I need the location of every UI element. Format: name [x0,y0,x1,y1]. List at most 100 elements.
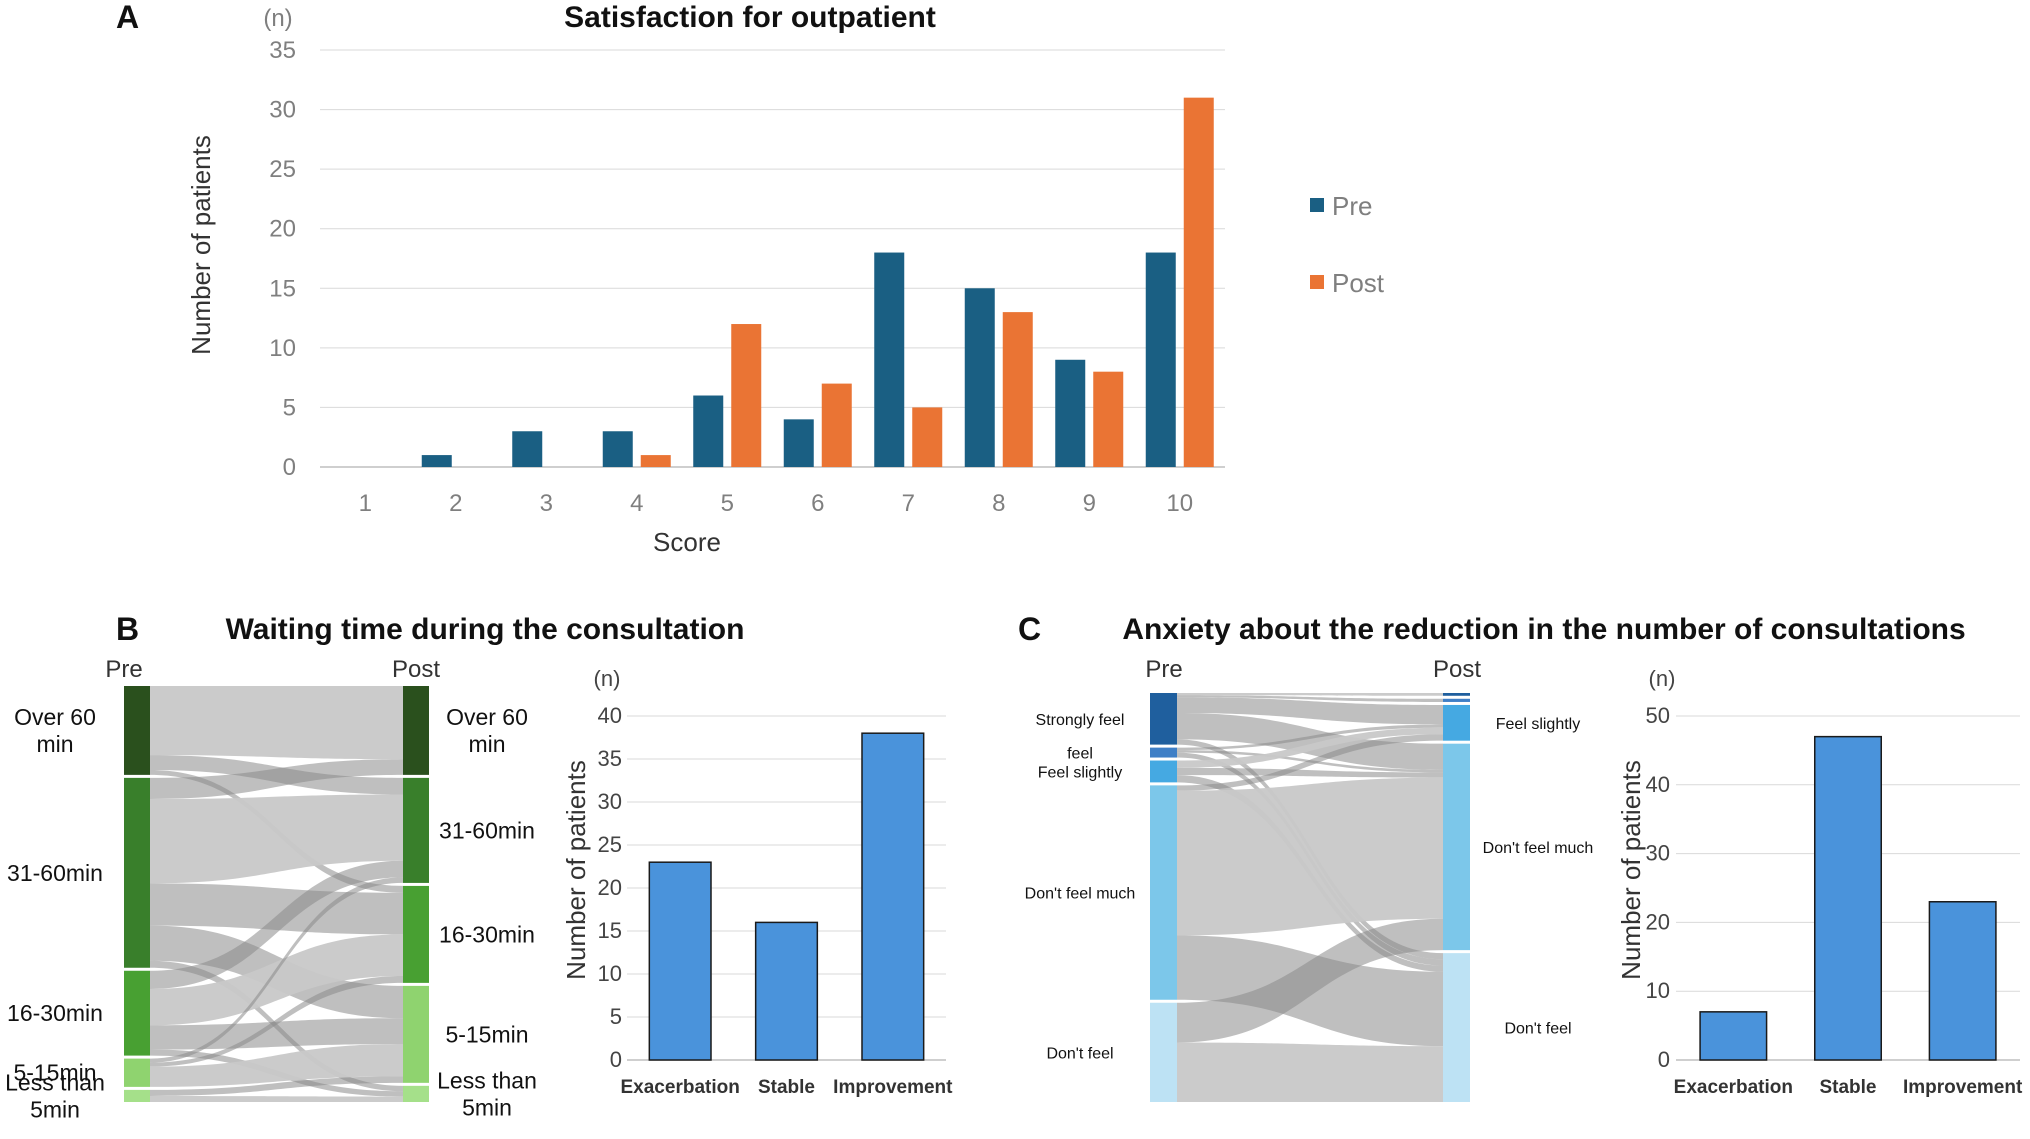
sankey-node-label: min [468,731,505,757]
sankey-node [403,686,429,775]
x-tick-label: 3 [540,490,553,517]
y-tick-label: 5 [283,394,296,421]
chart-a-plot: 0 5 10 15 20 25 30 35 1 2 3 4 5 6 7 8 9 10 [269,37,1225,517]
bar-pre [602,431,633,467]
sankey-node [1443,693,1470,696]
bar-pre [1145,252,1176,467]
sankey-flow [1177,734,1443,791]
bar-post [1093,371,1124,467]
y-tick-label: 30 [269,97,296,124]
y-tick-label: 5 [610,1004,622,1029]
sankey-node [403,885,429,983]
chart-a-ylabel: Number of patients [186,135,216,355]
sankey-node-label: Strongly feel [1036,712,1125,729]
chart-a-unit: (n) [263,5,292,32]
legend-label-pre: Pre [1332,191,1372,221]
sankey-flow [1177,724,1443,751]
sankey-flow [150,686,403,760]
sankey-flow [150,877,403,1063]
sankey-flow [1177,918,1443,1043]
x-tick-label: 2 [449,490,462,517]
x-tick-label: Exacerbation [1674,1077,1793,1098]
bar-pre [874,252,905,467]
sankey-flow [1177,695,1443,702]
sankey-node-label: 16-30min [439,921,535,947]
panel-letter-b: B [116,611,139,647]
sankey-node-label: 31-60min [439,817,535,843]
y-tick-label: 0 [1658,1047,1670,1072]
bar [1699,1011,1768,1061]
bar [861,732,925,1061]
chart-b-ylabel: Number of patients [561,760,591,980]
sankey-flow [150,759,403,799]
sankey-b-post-header: Post [392,656,440,683]
sankey-node [1150,785,1177,1000]
sankey-node-label: Don't feel much [1025,886,1136,903]
sankey-node [403,1085,429,1102]
bar-post [1183,97,1214,468]
sankey-flow [150,1095,403,1102]
sankey-flow [150,883,403,935]
chart-c-ylabel: Number of patients [1616,760,1646,980]
y-tick-label: 30 [1646,841,1670,866]
sankey-node-label: Less than [437,1067,537,1093]
sankey-node-label: Don't feel much [1483,840,1594,857]
chart-b-title: Waiting time during the consultation [226,613,745,646]
chart-b-bar-plot: 0 5 10 15 20 25 30 35 40 Exacerbation Stable Improv… [598,703,954,1098]
sankey-b-pre-header: Pre [105,656,142,683]
sankey-node-label: Feel slightly [1038,764,1122,781]
y-tick-label: 35 [598,746,622,771]
sankey-node [1150,760,1177,783]
x-tick-label: Improvement [1903,1077,2023,1098]
y-tick-label: 25 [269,156,296,183]
sankey-node [1443,698,1470,702]
y-tick-label: 25 [598,832,622,857]
sankey-node-label: Feel slightly [1496,716,1580,733]
sankey-node [1150,747,1177,758]
chart-a-xlabel: Score [653,527,721,557]
y-tick-label: 20 [269,216,296,243]
y-tick-label: 0 [283,454,296,481]
bar-pre [1055,359,1086,467]
panel-letter-c: C [1018,611,1041,647]
y-tick-label: 40 [598,703,622,728]
sankey-node [124,686,150,775]
sankey-node-label: 5min [462,1094,512,1120]
bar-post [1002,312,1033,467]
sankey-flow [1177,697,1443,725]
bar-post [912,407,943,467]
chart-b-unit: (n) [594,666,621,691]
sankey-node [403,777,429,883]
sankey-node-label: 5min [30,1096,80,1122]
bar-post [640,455,671,467]
sankey-node-label: min [36,731,73,757]
legend-swatch-pre [1310,198,1324,212]
x-tick-label: Stable [758,1077,815,1098]
y-tick-label: 20 [598,875,622,900]
sankey-flow [150,794,403,884]
x-tick-label: 5 [721,490,734,517]
sankey-flow [150,975,403,1067]
sankey-node-label: feel [1067,746,1093,763]
x-tick-label: 4 [630,490,643,517]
bar-post [821,383,852,467]
y-tick-label: 15 [269,275,296,302]
bar-pre [512,431,543,467]
y-tick-label: 10 [1646,978,1670,1003]
y-tick-label: 10 [269,335,296,362]
y-tick-label: 50 [1646,703,1670,728]
sankey-node-label: 5-15min [445,1021,528,1047]
sankey-flow [150,860,403,989]
y-tick-label: 10 [598,961,622,986]
x-tick-label: 10 [1166,490,1193,517]
bar [1813,735,1883,1061]
sankey-flow [1177,713,1443,770]
sankey-flow [1177,693,1443,696]
chart-c-title: Anxiety about the reduction in the numbe… [1122,613,1965,646]
sankey-node-label: 31-60min [7,860,103,886]
chart-a-legend: Pre Post [1310,191,1385,298]
chart-a-title: Satisfaction for outpatient [564,1,936,34]
